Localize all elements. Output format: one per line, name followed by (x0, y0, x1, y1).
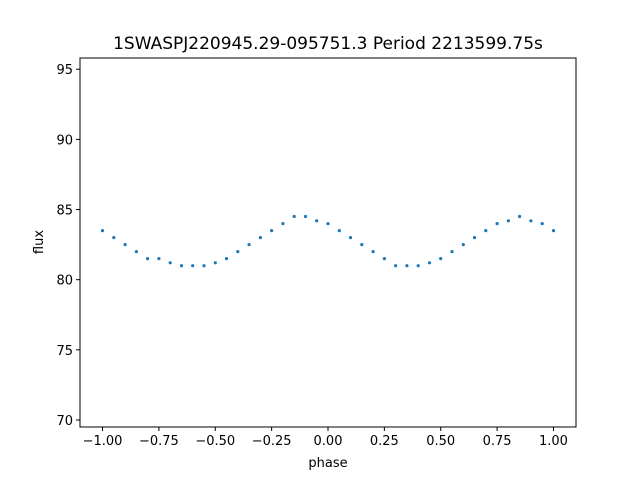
data-point (371, 250, 375, 254)
data-point (540, 222, 544, 226)
data-point (168, 261, 172, 265)
y-tick-label: 80 (56, 274, 73, 289)
data-point (179, 264, 184, 268)
y-axis-label: flux (32, 230, 47, 254)
y-tick-label: 95 (56, 63, 73, 78)
data-point (427, 261, 432, 265)
data-point (303, 214, 308, 219)
data-point (551, 229, 556, 233)
data-point (258, 236, 262, 240)
data-point (281, 222, 285, 226)
data-point (224, 257, 229, 261)
data-point (247, 243, 251, 247)
plot-frame (79, 57, 577, 428)
data-point (213, 261, 217, 265)
x-tick-label: 1.00 (539, 434, 568, 449)
data-point (461, 243, 465, 247)
data-point (529, 219, 533, 223)
data-point (518, 214, 522, 219)
data-point (157, 257, 161, 261)
data-point (405, 264, 409, 268)
data-point (348, 236, 353, 240)
data-point (202, 264, 206, 268)
data-point (382, 257, 386, 261)
x-tick-label: 0.75 (483, 434, 512, 449)
x-axis-ticks: −1.00 −0.75 −0.50 −0.25 0.00 0.25 0.50 0.75 1.00 (83, 427, 568, 449)
y-axis-ticks: 70 75 80 85 90 95 (56, 63, 80, 429)
data-point (326, 222, 330, 226)
y-tick-label: 85 (56, 204, 73, 219)
data-point (146, 257, 150, 261)
data-point (337, 229, 341, 233)
x-tick-label: −0.75 (139, 434, 179, 449)
data-point (270, 229, 274, 233)
data-point (484, 229, 488, 233)
data-point (416, 264, 420, 268)
x-tick-label: 0.50 (426, 434, 455, 449)
chart-title: 1SWASPJ220945.29-095751.3 Period 2213599… (113, 34, 543, 54)
x-tick-label: 0.25 (370, 434, 399, 449)
data-point (315, 219, 319, 223)
x-tick-label: −0.50 (195, 434, 235, 449)
data-point (123, 243, 127, 247)
data-point (394, 264, 398, 268)
x-tick-label: −0.25 (252, 434, 292, 449)
data-point (134, 250, 138, 254)
data-point (292, 214, 296, 219)
data-point (472, 236, 477, 240)
data-point (360, 243, 364, 247)
data-point (112, 236, 116, 240)
x-tick-label: −1.00 (83, 434, 123, 449)
data-point (450, 250, 454, 254)
data-point (100, 229, 105, 233)
data-point (495, 222, 499, 226)
data-point (191, 264, 195, 268)
data-point (236, 250, 240, 254)
data-point (439, 257, 443, 261)
x-tick-label: 0.00 (314, 434, 343, 449)
y-tick-label: 75 (56, 344, 73, 359)
data-points (100, 214, 556, 268)
y-tick-label: 90 (56, 133, 73, 148)
x-axis-label: phase (308, 456, 347, 471)
y-tick-label: 70 (56, 414, 73, 429)
data-point (506, 219, 510, 223)
